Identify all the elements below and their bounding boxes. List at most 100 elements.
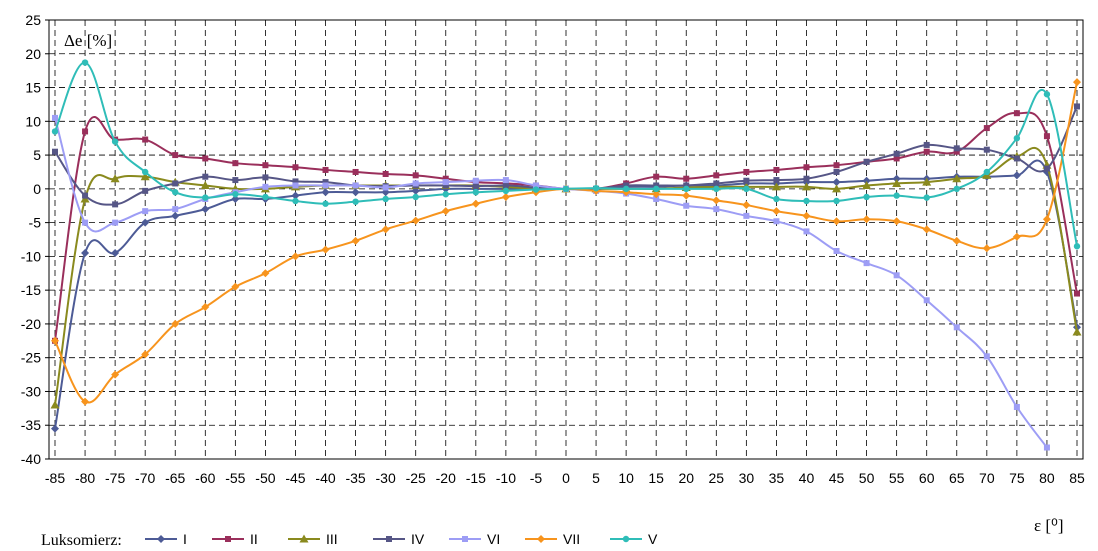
y-tick-label: -35 — [21, 417, 41, 433]
data-point — [442, 191, 449, 198]
data-point — [381, 225, 390, 234]
legend-label: VII — [563, 531, 580, 547]
data-point — [1013, 134, 1021, 142]
data-point — [862, 215, 871, 224]
y-tick-label: -25 — [21, 350, 41, 366]
data-point — [983, 168, 991, 176]
data-point — [1013, 110, 1020, 117]
data-point — [110, 174, 120, 183]
data-point — [953, 185, 960, 193]
data-point — [922, 177, 932, 186]
x-tick-label: -65 — [165, 470, 185, 486]
data-point — [201, 303, 210, 312]
data-point — [172, 152, 179, 159]
data-point — [501, 192, 510, 201]
x-tick-label: 75 — [1009, 470, 1025, 486]
data-point — [322, 200, 329, 207]
data-point — [52, 114, 58, 121]
data-point — [893, 155, 900, 162]
data-point — [1043, 444, 1050, 451]
legend-label: I — [183, 531, 187, 547]
x-tick-label: -10 — [496, 470, 516, 486]
data-point — [893, 150, 900, 157]
y-tick-label: -10 — [21, 248, 41, 264]
data-point — [923, 148, 930, 155]
data-point — [743, 177, 750, 184]
data-point — [82, 128, 89, 135]
data-point — [111, 249, 120, 258]
y-axis-ticks: 25 20 15 10 5 0 -5 -10 -15 -20 -25 -30 -35 -40 — [21, 12, 49, 467]
data-point — [1074, 103, 1080, 110]
x-tick-label: -80 — [75, 470, 95, 486]
data-point — [863, 260, 870, 267]
x-tick-label: -45 — [285, 470, 305, 486]
data-point — [262, 162, 269, 169]
data-point — [412, 172, 419, 179]
data-point — [201, 205, 210, 214]
data-point — [382, 195, 389, 203]
data-point — [202, 155, 209, 162]
data-point — [1012, 232, 1021, 241]
data-point — [1012, 171, 1021, 180]
data-point — [653, 182, 660, 189]
x-tick-label: -55 — [225, 470, 245, 486]
data-point — [140, 172, 150, 181]
y-tick-label: 5 — [33, 147, 41, 163]
data-point — [1073, 78, 1081, 87]
data-point — [683, 185, 690, 193]
data-point — [292, 178, 299, 185]
data-point — [382, 184, 389, 191]
legend-label: V — [648, 531, 658, 547]
data-point — [892, 217, 901, 226]
data-point — [772, 207, 781, 216]
data-point — [411, 216, 420, 225]
data-point — [291, 191, 300, 200]
data-point — [653, 173, 660, 180]
x-tick-label: 15 — [648, 470, 664, 486]
grid — [49, 20, 1083, 459]
y-tick-label: 0 — [33, 181, 41, 197]
data-point — [1013, 403, 1020, 410]
data-point — [652, 185, 660, 193]
data-point — [442, 179, 449, 186]
data-point — [953, 324, 960, 331]
data-point — [863, 158, 870, 165]
data-point — [1042, 215, 1051, 224]
x-tick-label: -60 — [195, 470, 215, 486]
data-point — [141, 350, 150, 359]
data-point — [833, 168, 840, 175]
data-point — [382, 170, 389, 177]
data-point — [202, 194, 209, 201]
x-tick-label: 45 — [829, 470, 845, 486]
data-point — [923, 297, 930, 304]
data-point — [412, 180, 419, 187]
x-tick-label: 85 — [1069, 470, 1085, 486]
x-tick-label: 20 — [678, 470, 694, 486]
data-point — [683, 202, 690, 209]
data-point — [1073, 243, 1081, 250]
data-point — [743, 168, 750, 175]
data-point — [412, 193, 419, 201]
data-point — [832, 178, 841, 187]
data-point — [292, 164, 299, 171]
y-tick-label: 20 — [25, 46, 41, 62]
x-tick-label: 60 — [919, 470, 935, 486]
data-point — [172, 180, 179, 187]
y-axis-label: Δe [%] — [64, 31, 112, 50]
legend-label: VI — [487, 531, 500, 547]
data-point — [682, 191, 691, 200]
data-point — [172, 206, 179, 213]
x-tick-label: 80 — [1039, 470, 1055, 486]
data-point — [683, 182, 690, 189]
data-point — [157, 535, 165, 543]
data-point — [231, 194, 240, 203]
data-point — [953, 148, 960, 155]
data-point — [112, 201, 119, 208]
data-point — [953, 145, 960, 152]
data-point — [833, 247, 840, 254]
data-point — [833, 162, 840, 169]
legend-item-IV: IV — [373, 531, 425, 547]
data-point — [472, 183, 479, 190]
x-tick-label: 30 — [739, 470, 755, 486]
x-tick-label: 70 — [979, 470, 995, 486]
